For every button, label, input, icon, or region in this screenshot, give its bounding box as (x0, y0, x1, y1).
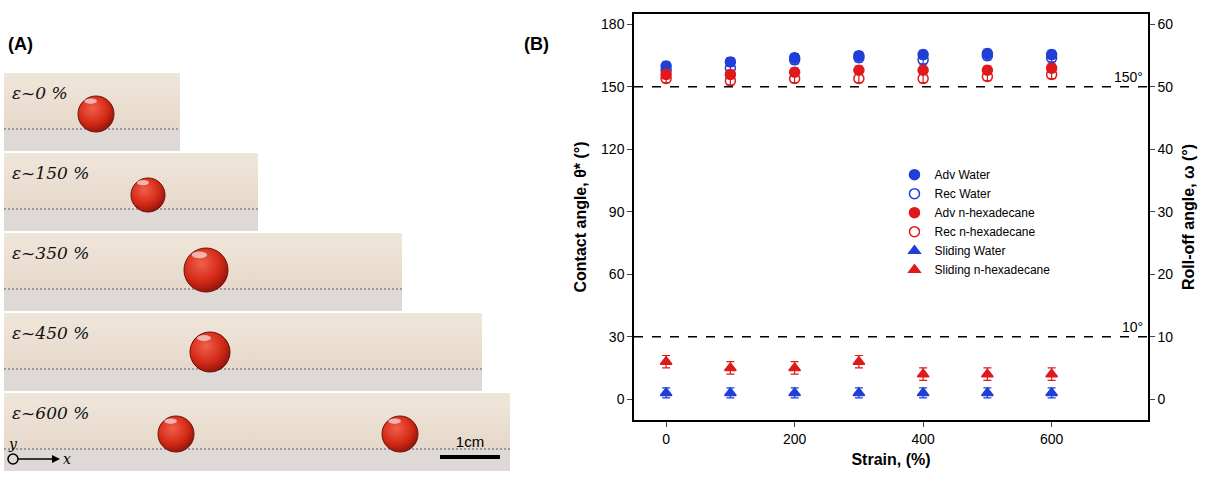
svg-text:50: 50 (1158, 79, 1174, 95)
svg-text:y: y (8, 436, 18, 452)
svg-text:30: 30 (1158, 204, 1174, 220)
svg-text:400: 400 (911, 431, 935, 447)
svg-text:1cm: 1cm (456, 433, 484, 450)
svg-text:Sliding Water: Sliding Water (934, 244, 1005, 258)
svg-text:10: 10 (1158, 329, 1174, 345)
svg-text:600: 600 (1040, 431, 1064, 447)
svg-text:Strain, (%): Strain, (%) (851, 451, 930, 468)
svg-text:20: 20 (1158, 266, 1174, 282)
svg-text:ε~600 %: ε~600 % (12, 403, 89, 423)
svg-text:180: 180 (601, 16, 625, 32)
svg-text:Roll-off angle, ω (°): Roll-off angle, ω (°) (1180, 144, 1197, 290)
svg-text:40: 40 (1158, 141, 1174, 157)
svg-text:Rec n-hexadecane: Rec n-hexadecane (934, 225, 1035, 239)
svg-text:120: 120 (601, 141, 625, 157)
svg-text:Sliding n-hexadecane: Sliding n-hexadecane (934, 263, 1050, 277)
svg-text:90: 90 (609, 204, 625, 220)
svg-text:Adv Water: Adv Water (934, 168, 990, 182)
svg-text:Adv n-hexadecane: Adv n-hexadecane (934, 206, 1034, 220)
svg-text:30: 30 (609, 329, 625, 345)
svg-text:0: 0 (617, 391, 625, 407)
svg-text:x: x (63, 451, 71, 467)
svg-text:Contact angle, θ* (°): Contact angle, θ* (°) (572, 141, 589, 292)
svg-text:200: 200 (783, 431, 807, 447)
svg-text:150°: 150° (1114, 69, 1143, 85)
svg-text:60: 60 (609, 266, 625, 282)
html-text:(A): (A) (8, 34, 33, 54)
svg-text:60: 60 (1158, 16, 1174, 32)
svg-text:0: 0 (662, 431, 670, 447)
svg-text:10°: 10° (1122, 319, 1143, 335)
svg-text:150: 150 (601, 79, 625, 95)
svg-text:ε~450 %: ε~450 % (12, 323, 89, 343)
svg-text:0: 0 (1158, 391, 1166, 407)
svg-text:Rec Water: Rec Water (934, 187, 990, 201)
svg-text:ε~0 %: ε~0 % (12, 83, 68, 103)
svg-text:ε~350 %: ε~350 % (12, 243, 89, 263)
svg-text:ε~150 %: ε~150 % (12, 163, 89, 183)
html-text:(B): (B) (524, 34, 549, 54)
